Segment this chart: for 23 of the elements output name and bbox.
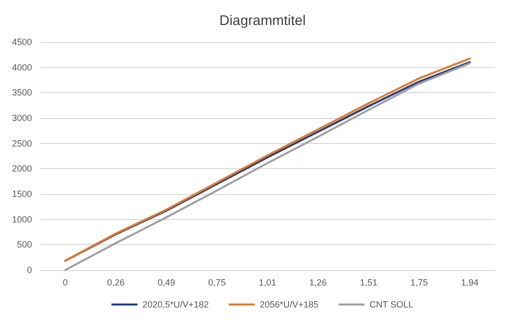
y-tick-label: 2500 bbox=[12, 138, 32, 148]
legend-label: 2020,5*U/V+182 bbox=[142, 300, 209, 310]
y-tick-label: 1000 bbox=[12, 214, 32, 224]
legend-label: CNT SOLL bbox=[370, 300, 414, 310]
y-tick-label: 3500 bbox=[12, 88, 32, 98]
y-tick-label: 1500 bbox=[12, 189, 32, 199]
x-tick-label: 0,49 bbox=[158, 278, 176, 288]
x-tick-label: 1,26 bbox=[309, 278, 327, 288]
x-tick-label: 0,75 bbox=[208, 278, 226, 288]
x-tick-label: 1,51 bbox=[360, 278, 378, 288]
x-tick-label: 0,26 bbox=[107, 278, 125, 288]
y-tick-label: 4500 bbox=[12, 37, 32, 47]
x-tick-label: 0 bbox=[62, 278, 68, 288]
x-tick-label: 1,75 bbox=[410, 278, 428, 288]
y-tick-label: 0 bbox=[26, 265, 32, 275]
chart-title: Diagrammtitel bbox=[219, 12, 306, 28]
y-tick-label: 500 bbox=[16, 240, 32, 250]
y-tick-label: 4000 bbox=[12, 62, 32, 72]
y-tick-label: 2000 bbox=[12, 164, 32, 174]
legend-label: 2056*U/V+185 bbox=[260, 300, 319, 310]
y-tick-label: 3000 bbox=[12, 113, 32, 123]
x-tick-label: 1,01 bbox=[258, 278, 276, 288]
x-tick-label: 1,94 bbox=[460, 278, 478, 288]
